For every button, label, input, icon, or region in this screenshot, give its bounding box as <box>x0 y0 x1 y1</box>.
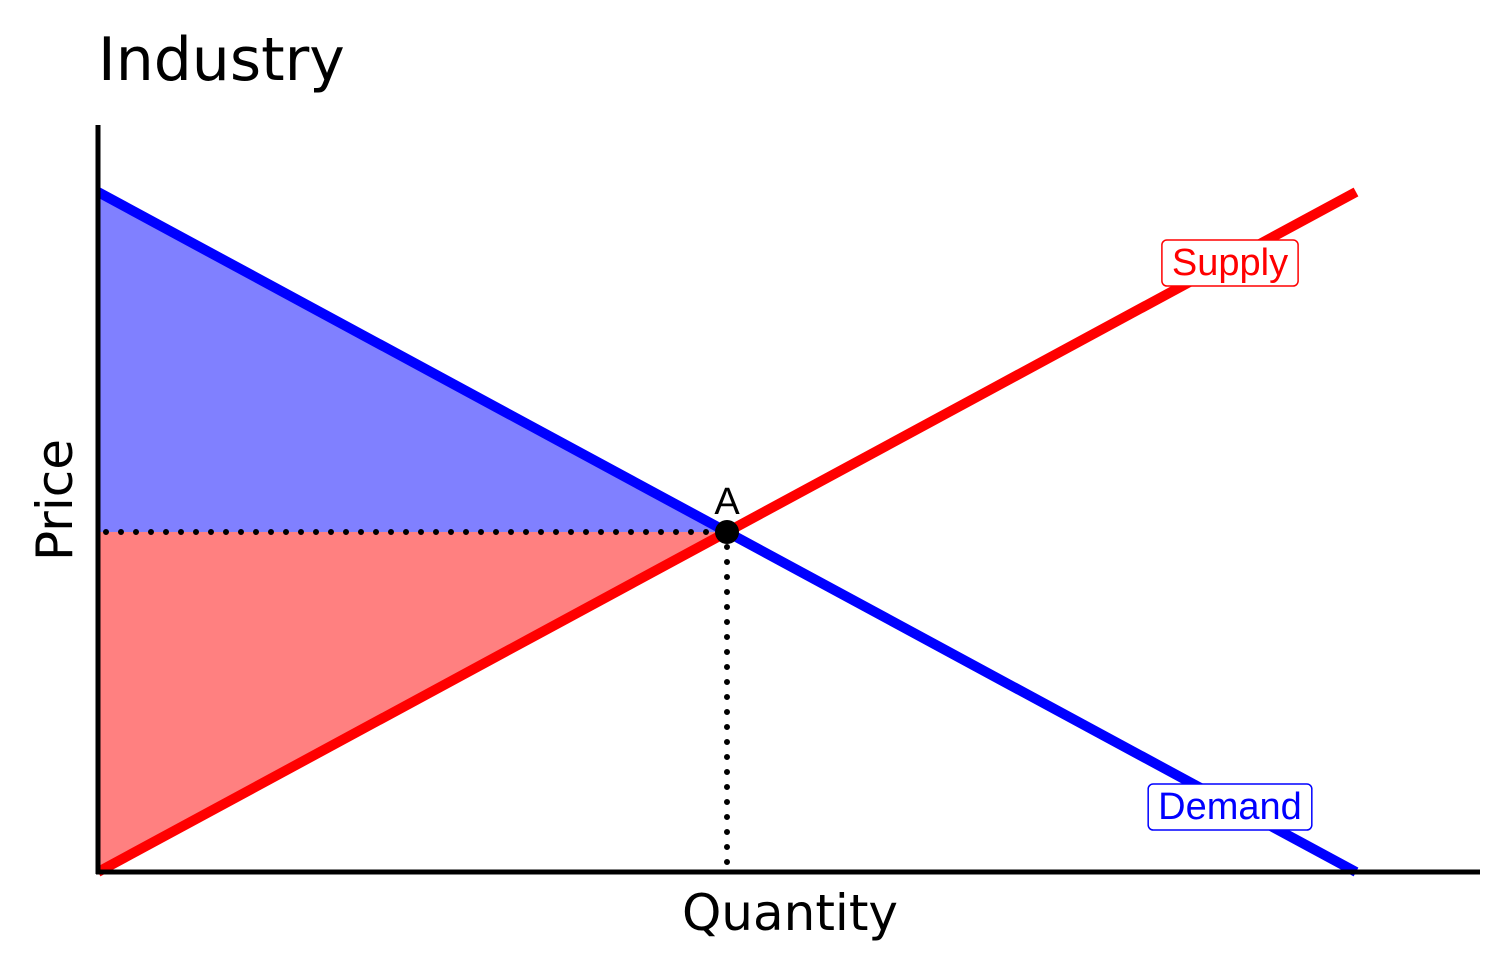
demand-label-group: Demand <box>1147 783 1313 831</box>
equilibrium-point-label: A <box>714 481 740 523</box>
x-axis-label: Quantity <box>682 884 898 942</box>
chart-title: Industry <box>98 25 345 95</box>
supply-label: Supply <box>1172 242 1288 284</box>
marks: A Demand Supply <box>714 239 1313 831</box>
y-axis-label: Price <box>26 439 84 561</box>
equilibrium-point <box>715 520 739 544</box>
demand-label-box <box>1147 783 1313 831</box>
equilibrium-guides <box>103 529 730 871</box>
demand-label: Demand <box>1158 786 1302 828</box>
axes <box>95 125 1480 875</box>
supply-label-box <box>1161 239 1299 287</box>
supply-label-group: Supply <box>1161 239 1299 287</box>
